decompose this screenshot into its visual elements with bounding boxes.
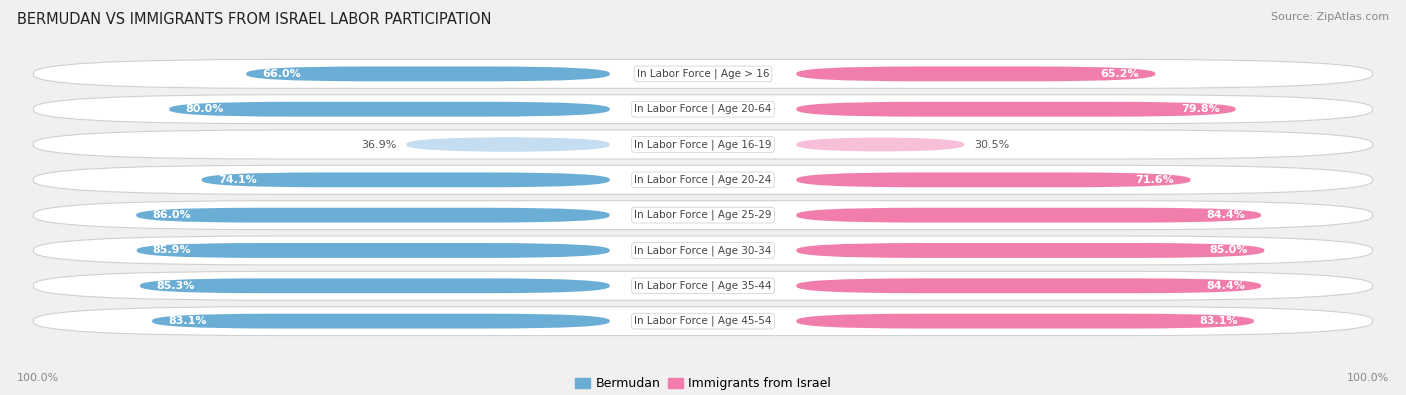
FancyBboxPatch shape bbox=[34, 271, 1372, 300]
FancyBboxPatch shape bbox=[796, 137, 965, 152]
FancyBboxPatch shape bbox=[34, 236, 1372, 265]
Text: 86.0%: 86.0% bbox=[152, 210, 191, 220]
Text: In Labor Force | Age 25-29: In Labor Force | Age 25-29 bbox=[634, 210, 772, 220]
Text: 83.1%: 83.1% bbox=[169, 316, 207, 326]
FancyBboxPatch shape bbox=[34, 59, 1372, 88]
Text: In Labor Force | Age 30-34: In Labor Force | Age 30-34 bbox=[634, 245, 772, 256]
Text: In Labor Force | Age 20-64: In Labor Force | Age 20-64 bbox=[634, 104, 772, 115]
Legend: Bermudan, Immigrants from Israel: Bermudan, Immigrants from Israel bbox=[571, 372, 835, 395]
Text: 71.6%: 71.6% bbox=[1136, 175, 1174, 185]
FancyBboxPatch shape bbox=[34, 201, 1372, 229]
Text: 80.0%: 80.0% bbox=[186, 104, 224, 114]
Text: 100.0%: 100.0% bbox=[17, 373, 59, 383]
FancyBboxPatch shape bbox=[136, 243, 610, 258]
Text: 85.3%: 85.3% bbox=[156, 281, 194, 291]
Text: Source: ZipAtlas.com: Source: ZipAtlas.com bbox=[1271, 12, 1389, 22]
Text: 74.1%: 74.1% bbox=[218, 175, 256, 185]
Text: 30.5%: 30.5% bbox=[974, 139, 1010, 150]
Text: In Labor Force | Age > 16: In Labor Force | Age > 16 bbox=[637, 69, 769, 79]
Text: 36.9%: 36.9% bbox=[361, 139, 396, 150]
FancyBboxPatch shape bbox=[796, 278, 1261, 293]
FancyBboxPatch shape bbox=[796, 314, 1254, 329]
Text: 85.0%: 85.0% bbox=[1209, 245, 1249, 256]
FancyBboxPatch shape bbox=[141, 278, 610, 293]
FancyBboxPatch shape bbox=[169, 102, 610, 117]
Text: In Labor Force | Age 35-44: In Labor Force | Age 35-44 bbox=[634, 280, 772, 291]
FancyBboxPatch shape bbox=[796, 66, 1156, 81]
Text: In Labor Force | Age 20-24: In Labor Force | Age 20-24 bbox=[634, 175, 772, 185]
Text: 65.2%: 65.2% bbox=[1101, 69, 1139, 79]
Text: 66.0%: 66.0% bbox=[263, 69, 301, 79]
Text: 83.1%: 83.1% bbox=[1199, 316, 1237, 326]
Text: 79.8%: 79.8% bbox=[1181, 104, 1219, 114]
FancyBboxPatch shape bbox=[34, 166, 1372, 194]
FancyBboxPatch shape bbox=[796, 173, 1191, 187]
Text: BERMUDAN VS IMMIGRANTS FROM ISRAEL LABOR PARTICIPATION: BERMUDAN VS IMMIGRANTS FROM ISRAEL LABOR… bbox=[17, 12, 491, 27]
Text: 85.9%: 85.9% bbox=[153, 245, 191, 256]
Text: In Labor Force | Age 45-54: In Labor Force | Age 45-54 bbox=[634, 316, 772, 326]
FancyBboxPatch shape bbox=[136, 208, 610, 222]
Text: 100.0%: 100.0% bbox=[1347, 373, 1389, 383]
FancyBboxPatch shape bbox=[34, 95, 1372, 124]
Text: 84.4%: 84.4% bbox=[1206, 210, 1244, 220]
Text: In Labor Force | Age 16-19: In Labor Force | Age 16-19 bbox=[634, 139, 772, 150]
FancyBboxPatch shape bbox=[246, 66, 610, 81]
FancyBboxPatch shape bbox=[796, 243, 1264, 258]
FancyBboxPatch shape bbox=[34, 307, 1372, 336]
FancyBboxPatch shape bbox=[796, 102, 1236, 117]
FancyBboxPatch shape bbox=[152, 314, 610, 329]
FancyBboxPatch shape bbox=[201, 173, 610, 187]
FancyBboxPatch shape bbox=[406, 137, 610, 152]
Text: 84.4%: 84.4% bbox=[1206, 281, 1244, 291]
FancyBboxPatch shape bbox=[34, 130, 1372, 159]
FancyBboxPatch shape bbox=[796, 208, 1261, 222]
